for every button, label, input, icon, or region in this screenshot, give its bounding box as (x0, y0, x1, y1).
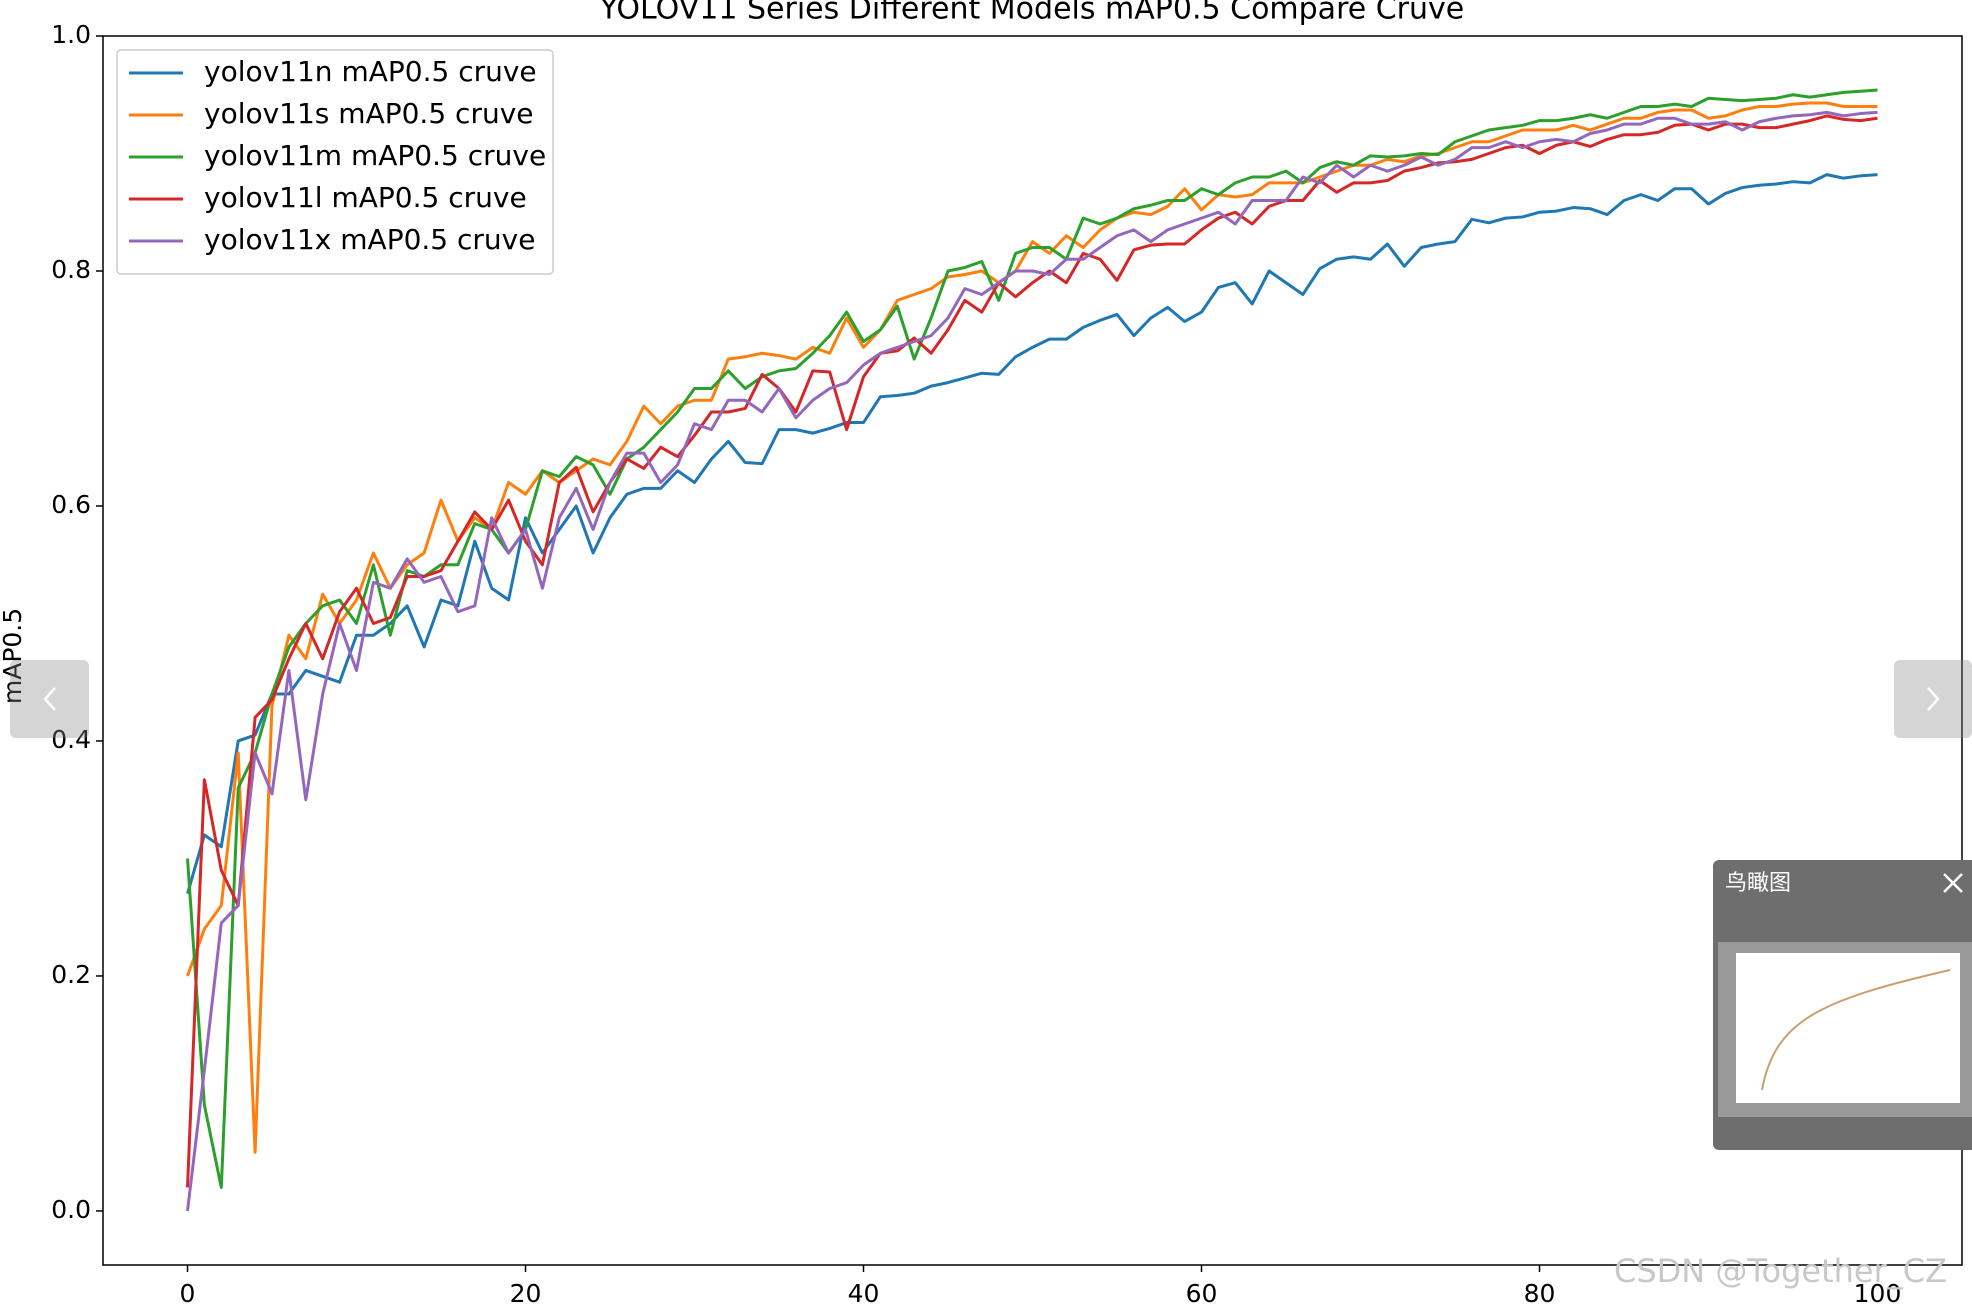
next-icon (1927, 687, 1940, 711)
legend-label: yolov11s mAP0.5 cruve (204, 97, 534, 130)
y-tick-label: 0.0 (51, 1195, 91, 1224)
y-tick-label: 0.2 (51, 960, 91, 989)
y-axis-label: mAP0.5 (0, 608, 27, 704)
x-tick-label: 60 (1186, 1279, 1218, 1306)
watermark: CSDN @Together_CZ (1614, 1252, 1947, 1290)
y-tick-label: 0.4 (51, 725, 91, 754)
prev-icon (43, 687, 56, 711)
x-tick-label: 80 (1524, 1279, 1556, 1306)
minimap-thumb-curves (1761, 969, 1951, 1091)
series-line (186, 173, 1878, 895)
chart-title: YOLOV11 Series Different Models mAP0.5 C… (599, 0, 1465, 27)
x-tick-label: 40 (848, 1279, 880, 1306)
series-line (186, 88, 1878, 1189)
minimap-close[interactable] (1943, 873, 1963, 893)
minimap-thumbnail[interactable] (1736, 953, 1960, 1103)
legend-label: yolov11l mAP0.5 cruve (204, 181, 527, 214)
x-tick-label: 20 (510, 1279, 542, 1306)
minimap-title: 鸟瞰图 (1725, 871, 1791, 896)
series-line (186, 101, 1878, 1154)
y-tick-label: 0.6 (51, 490, 91, 519)
legend-label: yolov11n mAP0.5 cruve (204, 55, 537, 88)
legend-label: yolov11x mAP0.5 cruve (204, 223, 535, 256)
series-line (186, 114, 1878, 1188)
x-tick-label: 100 (1854, 1279, 1902, 1306)
y-tick-label: 1.0 (51, 20, 91, 49)
next-button[interactable] (1894, 660, 1972, 738)
legend-box (116, 49, 554, 275)
y-tick-label: 0.8 (51, 255, 91, 284)
prev-button[interactable] (10, 660, 89, 738)
legend: yolov11n mAP0.5 cruve yolov11s mAP0.5 cru… (116, 49, 554, 275)
legend-label: yolov11m mAP0.5 cruve (204, 139, 546, 172)
plot-frame (102, 35, 1963, 1266)
series-line (186, 110, 1878, 1212)
plot-area: 0.0 0.2 0.4 0.6 0.8 1.0 0 20 40 60 80 100 (51, 20, 1902, 1308)
x-tick-label: 0 (180, 1279, 196, 1306)
